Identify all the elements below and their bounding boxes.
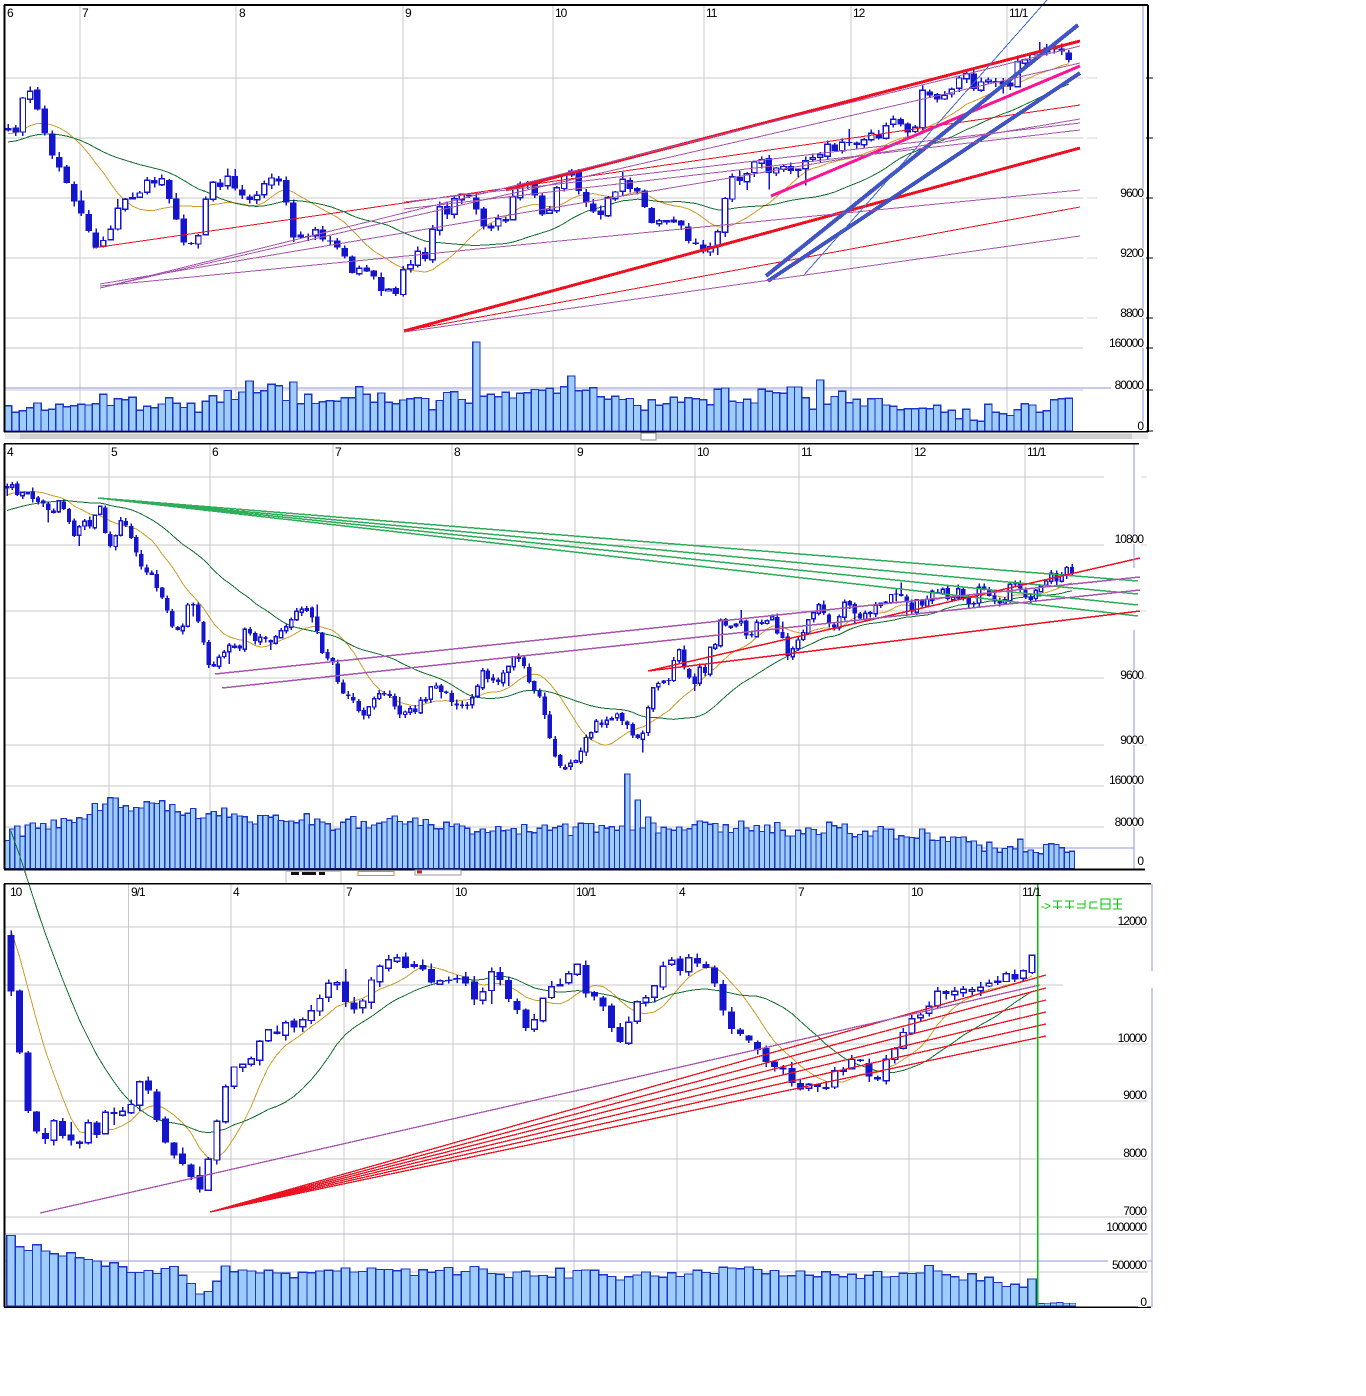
svg-text:1000000: 1000000 — [1106, 1220, 1147, 1234]
svg-text:11: 11 — [801, 445, 813, 459]
svg-text:9200: 9200 — [1120, 246, 1144, 260]
svg-text:9600: 9600 — [1120, 668, 1144, 682]
svg-text:11: 11 — [706, 6, 718, 20]
svg-text:6: 6 — [212, 445, 219, 459]
svg-text:4: 4 — [7, 445, 14, 459]
svg-text:4: 4 — [679, 885, 686, 899]
svg-text:10: 10 — [455, 885, 468, 899]
svg-text:9/1: 9/1 — [131, 885, 146, 899]
svg-text:7: 7 — [798, 885, 805, 899]
svg-text:10: 10 — [911, 885, 924, 899]
svg-text:7000: 7000 — [1123, 1204, 1147, 1218]
svg-text:->: -> — [1041, 899, 1051, 913]
svg-text:7: 7 — [82, 6, 89, 20]
svg-text:12: 12 — [853, 6, 866, 20]
svg-text:9000: 9000 — [1120, 733, 1144, 747]
svg-text:11/1: 11/1 — [1027, 445, 1047, 459]
svg-text:12000: 12000 — [1118, 914, 1148, 928]
svg-text:10: 10 — [555, 6, 568, 20]
svg-text:10800: 10800 — [1115, 532, 1145, 546]
svg-text:8800: 8800 — [1120, 306, 1144, 320]
svg-text:8: 8 — [239, 6, 246, 20]
svg-text:7: 7 — [335, 445, 342, 459]
svg-text:160000: 160000 — [1109, 773, 1144, 787]
svg-text:11/1: 11/1 — [1022, 885, 1042, 899]
svg-text:5: 5 — [111, 445, 118, 459]
svg-text:12: 12 — [914, 445, 927, 459]
svg-text:10/1: 10/1 — [576, 885, 597, 899]
svg-text:10: 10 — [697, 445, 710, 459]
svg-text:8000: 8000 — [1123, 1146, 1147, 1160]
svg-text:10000: 10000 — [1118, 1031, 1148, 1045]
svg-text:7: 7 — [346, 885, 353, 899]
svg-text:0: 0 — [1137, 419, 1144, 433]
svg-text:11/1: 11/1 — [1009, 6, 1029, 20]
svg-text:160000: 160000 — [1109, 336, 1144, 350]
svg-text:80000: 80000 — [1115, 815, 1145, 829]
svg-text:500000: 500000 — [1112, 1258, 1147, 1272]
svg-text:6: 6 — [7, 6, 14, 20]
svg-text:4: 4 — [233, 885, 240, 899]
svg-text:0: 0 — [1140, 1295, 1147, 1309]
svg-text:80000: 80000 — [1115, 378, 1145, 392]
svg-text:8: 8 — [454, 445, 461, 459]
svg-text:10: 10 — [10, 885, 23, 899]
svg-text:9: 9 — [405, 6, 412, 20]
svg-text:9600: 9600 — [1120, 186, 1144, 200]
svg-text:9000: 9000 — [1123, 1088, 1147, 1102]
svg-text:9: 9 — [577, 445, 584, 459]
svg-text:0: 0 — [1137, 854, 1144, 868]
